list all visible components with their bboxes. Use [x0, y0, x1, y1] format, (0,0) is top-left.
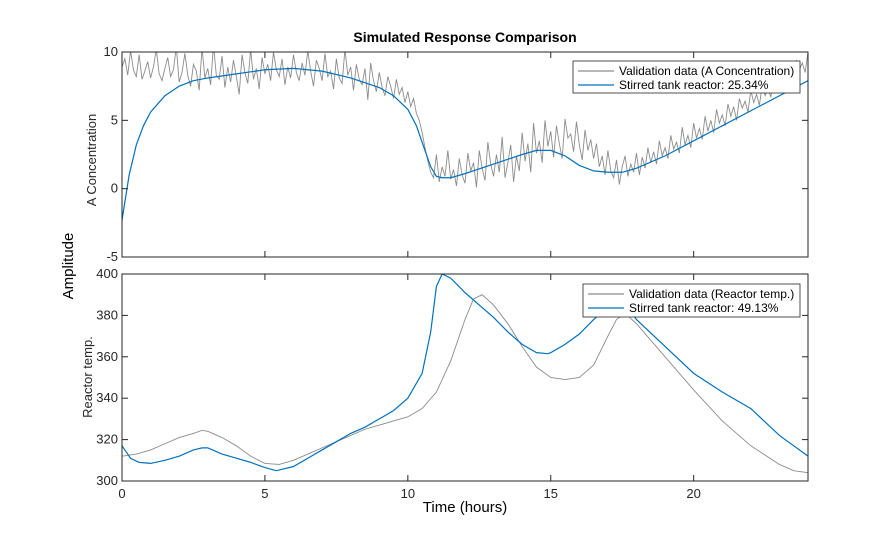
- xtick-label: 0: [118, 486, 125, 501]
- xtick-label: 5: [261, 486, 268, 501]
- bottom-y-ticks: 300 320 340 360 380 400: [96, 266, 808, 488]
- top-y-axis-label: A Concentration: [84, 114, 99, 207]
- bot-ytick-label: 360: [96, 349, 118, 364]
- subplot-a-concentration: -5 0 5 10 A Concentration Validation data (…: [84, 44, 809, 264]
- top-ytick-label: 5: [111, 112, 118, 127]
- bot-ytick-label: 400: [96, 266, 118, 281]
- top-y-ticks: -5 0 5 10: [104, 44, 808, 264]
- bottom-y-axis-label: Reactor temp.: [80, 336, 95, 418]
- bottom-legend-model-label: Stirred tank reactor: 49.13%: [629, 301, 779, 315]
- bottom-legend-validation-label: Validation data (Reactor temp.): [629, 287, 794, 301]
- bot-ytick-label: 320: [96, 432, 118, 447]
- xtick-label: 20: [686, 486, 700, 501]
- bottom-legend-box: [582, 283, 801, 318]
- top-legend: Validation data (A Concentration) Stirre…: [572, 60, 801, 94]
- top-ytick-label: 0: [111, 181, 118, 196]
- subplot-reactor-temp: 300 320 340 360 380 400 0 5 10 15 20 Reactor temp…: [80, 266, 809, 501]
- bot-ytick-label: 340: [96, 390, 118, 405]
- a-concentration-model-line: [122, 67, 808, 221]
- figure-title: Simulated Response Comparison: [353, 29, 576, 45]
- xtick-label: 10: [401, 486, 415, 501]
- top-ytick-label: -5: [106, 249, 118, 264]
- x-axis-label: Time (hours): [423, 499, 507, 516]
- a-concentration-validation-line: [122, 52, 808, 188]
- subplot-top-frame: [121, 51, 809, 258]
- bottom-legend: Validation data (Reactor temp.) Stirred …: [582, 283, 801, 318]
- xtick-label: 15: [544, 486, 558, 501]
- shared-y-axis-label: Amplitude: [60, 233, 77, 300]
- bot-ytick-label: 300: [96, 473, 118, 488]
- top-legend-model-label: Stirred tank reactor: 25.34%: [619, 78, 769, 92]
- top-legend-box: [572, 60, 801, 94]
- bot-ytick-label: 380: [96, 307, 118, 322]
- subplot-bottom-frame: [121, 273, 809, 482]
- top-legend-validation-label: Validation data (A Concentration): [619, 64, 794, 78]
- bottom-x-ticks: 0 5 10 15 20: [118, 274, 701, 501]
- top-ytick-label: 10: [104, 44, 118, 59]
